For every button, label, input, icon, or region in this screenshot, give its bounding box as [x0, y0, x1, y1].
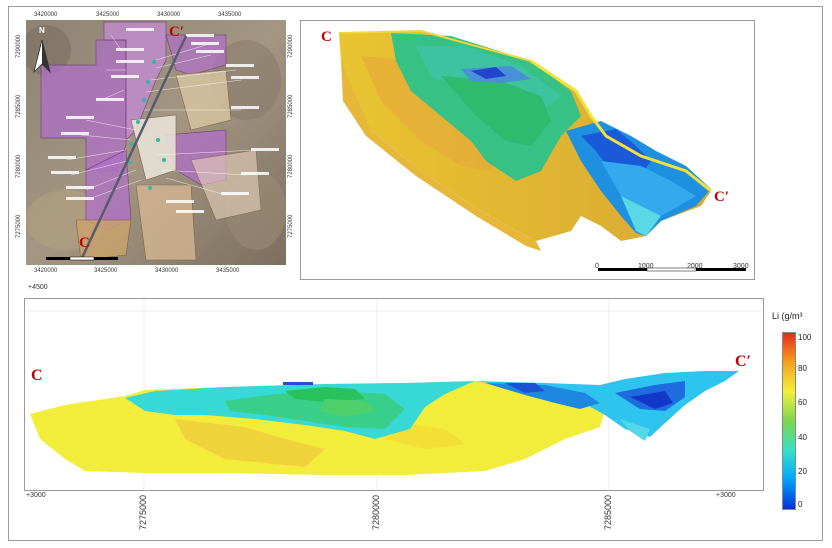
map-label-c-prime: C′: [169, 24, 185, 40]
map-left-tick-3: 7280000: [16, 154, 22, 178]
map-right-tick-4: 7275000: [288, 214, 294, 238]
section-label-c-prime: C′: [735, 353, 752, 370]
model-scale-bar: [598, 267, 746, 272]
model-label-c: C: [321, 29, 332, 45]
block-model-3d: [338, 29, 746, 272]
section-label-c: C: [31, 367, 43, 384]
map-bottom-tick-1: 3420000: [34, 268, 58, 274]
colorbar-tick-100: 100: [798, 333, 812, 342]
map-bottom-tick-4: 3435000: [216, 268, 240, 274]
model-label-c-prime: C′: [714, 189, 730, 205]
map-top-tick-2: 3425000: [96, 12, 120, 18]
map-scale-bar: [46, 256, 118, 261]
section-elev-bottom-left: +3000: [26, 492, 46, 499]
map-top-tick-4: 3435000: [218, 12, 242, 18]
model-scale-tick-3000: 3000: [733, 263, 749, 270]
north-arrow-icon: [33, 39, 51, 74]
colorbar-title: Li (g/m³: [772, 311, 803, 321]
map-top-tick-3: 3430000: [157, 12, 181, 18]
map-right-tick-3: 7280000: [288, 154, 294, 178]
map-top-tick-1: 3420000: [34, 12, 58, 18]
map-label-c: C: [79, 235, 90, 251]
section-x-tick-3: 7285000: [603, 494, 613, 530]
map-right-tick-2: 7285000: [288, 94, 294, 118]
section-x-tick-2: 7280000: [371, 494, 381, 530]
map-left-tick-4: 7275000: [16, 214, 22, 238]
model-scale-tick-2000: 2000: [687, 263, 703, 270]
section-elev-bottom-right: +3000: [716, 492, 736, 499]
map-bottom-tick-2: 3425000: [94, 268, 118, 274]
model-scale-tick-1000: 1000: [638, 263, 654, 270]
map-right-tick-1: 7290000: [288, 34, 294, 58]
model-scale-tick-0: 0: [595, 263, 599, 270]
satellite-map: [21, 20, 286, 265]
colorbar-tick-20: 20: [798, 467, 807, 476]
map-north-label: N: [39, 26, 45, 35]
colorbar-tick-40: 40: [798, 433, 807, 442]
section-elev-top: +4500: [28, 284, 48, 291]
colorbar-scale: [782, 332, 796, 510]
colorbar-tick-60: 60: [798, 398, 807, 407]
section-line: [79, 35, 188, 261]
location-map-panel: C C′ N: [21, 20, 286, 265]
map-left-tick-1: 7290000: [16, 34, 22, 58]
colorbar-tick-80: 80: [798, 364, 807, 373]
map-bottom-tick-3: 3430000: [155, 268, 179, 274]
colorbar-tick-0: 0: [798, 500, 803, 509]
cross-section-model: [25, 299, 763, 490]
map-left-tick-2: 7285000: [16, 94, 22, 118]
section-x-tick-1: 7275000: [138, 494, 148, 530]
figure-frame: [8, 6, 823, 541]
block-model-3d-panel: C C′ 0 1000 2000 3000: [300, 20, 755, 280]
cross-section-panel: C C′: [24, 298, 764, 491]
